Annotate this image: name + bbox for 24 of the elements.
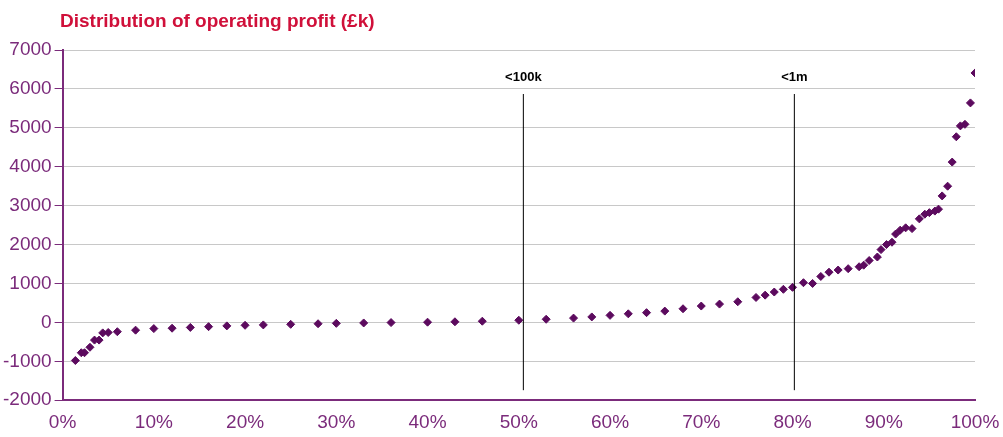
x-tick-label: 60% bbox=[591, 410, 630, 432]
y-tick-label: -2000 bbox=[2, 388, 52, 410]
x-tick-label: 30% bbox=[317, 410, 356, 432]
x-tick-label: 100% bbox=[950, 410, 1000, 432]
x-tick-label: 10% bbox=[134, 410, 173, 432]
x-tick-label: 70% bbox=[682, 410, 721, 432]
y-tick-label: 2000 bbox=[9, 232, 52, 254]
y-tick-label: 3000 bbox=[9, 193, 52, 215]
y-tick-label: 5000 bbox=[9, 116, 52, 138]
y-tick-label: 0 bbox=[41, 310, 52, 332]
y-tick-label: -1000 bbox=[2, 349, 52, 371]
x-tick-label: 40% bbox=[408, 410, 447, 432]
y-tick-label: 7000 bbox=[9, 38, 52, 60]
x-tick-label: 20% bbox=[226, 410, 265, 432]
y-tick-label: 4000 bbox=[9, 154, 52, 176]
y-tick-label: 6000 bbox=[9, 77, 52, 99]
chart-title: Distribution of operating profit (£k) bbox=[60, 10, 375, 32]
x-tick-label: 0% bbox=[48, 410, 77, 432]
y-tick-label: 1000 bbox=[9, 271, 52, 293]
x-tick-label: 80% bbox=[773, 410, 812, 432]
x-tick-label: 50% bbox=[499, 410, 538, 432]
x-tick-label: 90% bbox=[864, 410, 903, 432]
ref-line-label: <100k bbox=[505, 69, 543, 85]
ref-line-label: <1m bbox=[781, 69, 808, 85]
